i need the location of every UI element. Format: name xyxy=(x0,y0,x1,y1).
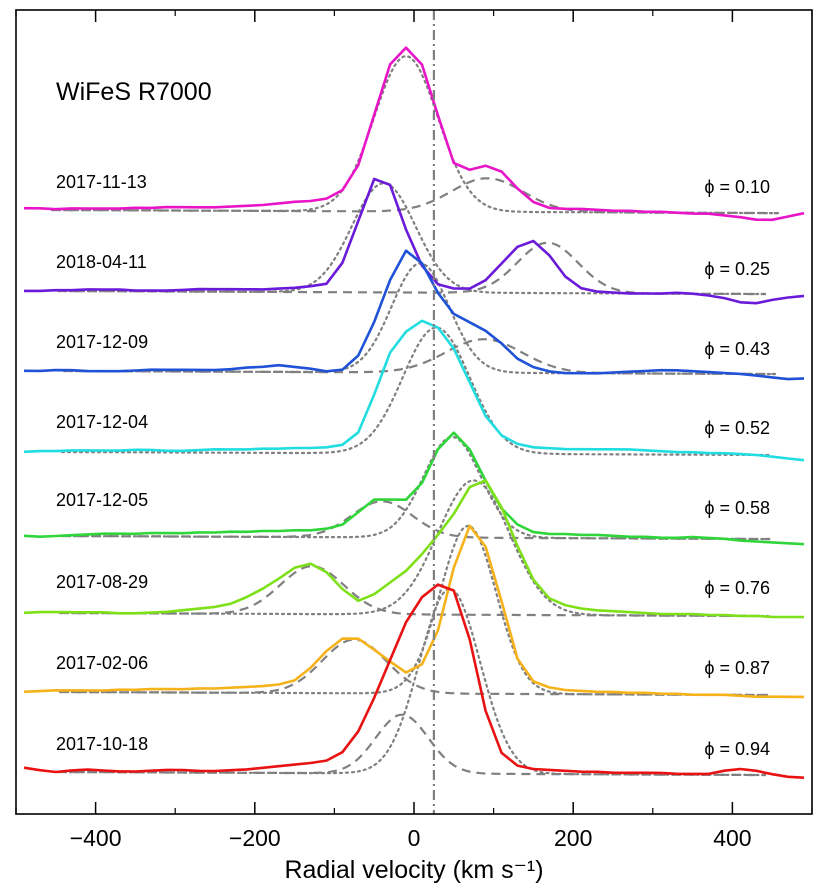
x-tick-label: 0 xyxy=(408,825,421,851)
phase-label-2017-11-13: ϕ = 0.10 xyxy=(704,177,770,197)
phase-label-2017-12-09: ϕ = 0.43 xyxy=(704,339,770,359)
spectrum-line-2017-12-05 xyxy=(23,431,805,546)
phase-label-2017-02-06: ϕ = 0.87 xyxy=(704,658,770,678)
fit-component-dashed-2017-10-18 xyxy=(58,713,766,777)
date-label-2018-04-11: 2018-04-11 xyxy=(56,252,147,272)
phase-label-2018-04-11: ϕ = 0.25 xyxy=(704,259,770,279)
date-label-2017-08-29: 2017-08-29 xyxy=(56,572,148,592)
date-label-2017-12-09: 2017-12-09 xyxy=(56,332,148,352)
fit-component-dotted-2017-12-05 xyxy=(60,435,772,541)
x-tick-label: 400 xyxy=(713,825,751,851)
x-axis-label: Radial velocity (km s⁻¹) xyxy=(284,856,543,884)
chart-title: WiFeS R7000 xyxy=(56,78,212,106)
spectrum-line-2018-04-11 xyxy=(24,177,805,305)
fit-component-dotted-2017-12-04 xyxy=(60,326,772,457)
fit-component-dashed-2017-08-29 xyxy=(60,565,768,618)
x-tick-label: −200 xyxy=(229,825,281,851)
spectrum-line-2017-10-18 xyxy=(23,583,805,779)
date-label-2017-02-06: 2017-02-06 xyxy=(56,653,148,673)
date-label-2017-10-18: 2017-10-18 xyxy=(56,734,148,754)
x-tick-label: 200 xyxy=(554,825,592,851)
date-label-2017-11-13: 2017-11-13 xyxy=(56,172,147,192)
phase-label-2017-10-18: ϕ = 0.94 xyxy=(704,739,770,759)
phase-label-2017-12-05: ϕ = 0.58 xyxy=(704,498,770,518)
x-tick-label: −400 xyxy=(70,825,122,851)
date-label-2017-12-04: 2017-12-04 xyxy=(56,412,148,432)
spectrum-line-2017-12-09 xyxy=(23,249,805,381)
fit-component-dotted-2017-02-06 xyxy=(58,524,770,697)
phase-label-2017-08-29: ϕ = 0.76 xyxy=(704,578,770,598)
fit-component-dashed-2017-12-09 xyxy=(64,338,775,376)
spectrum-line-2017-08-29 xyxy=(23,479,804,619)
spectrum-line-2017-12-04 xyxy=(23,319,805,462)
date-label-2017-12-05: 2017-12-05 xyxy=(56,490,148,510)
phase-label-2017-12-04: ϕ = 0.52 xyxy=(704,418,770,438)
spectrum-line-2017-02-06 xyxy=(23,524,805,699)
spectrum-line-2017-11-13 xyxy=(23,46,805,222)
